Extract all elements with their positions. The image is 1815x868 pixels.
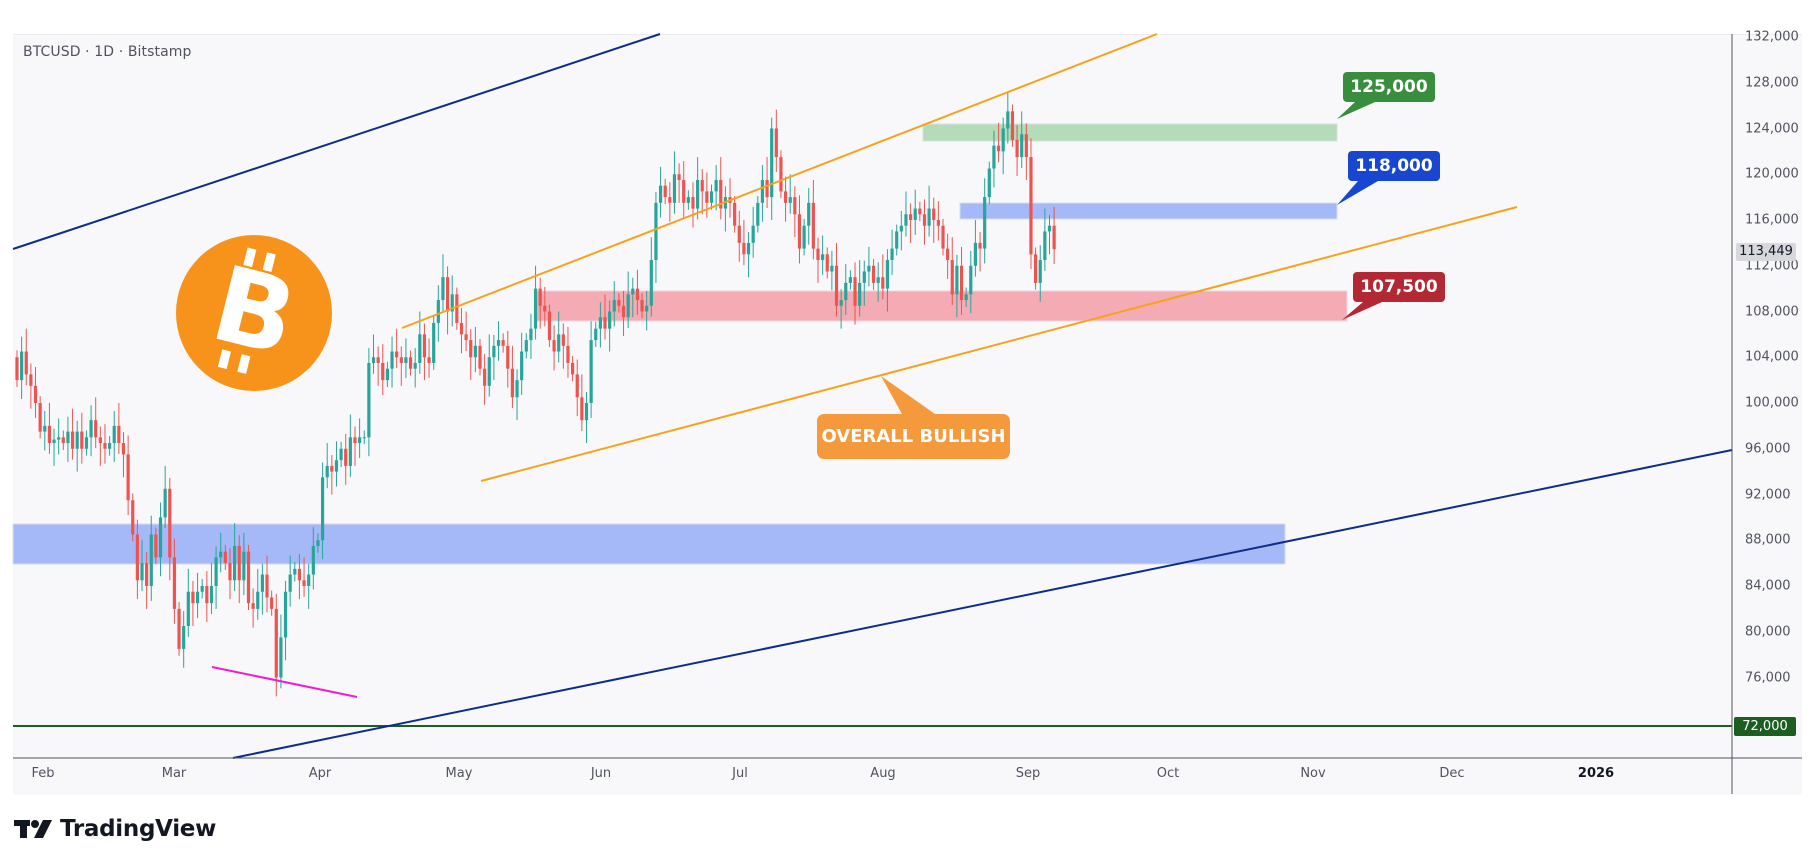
- callout-125k[interactable]: 125,000: [1343, 72, 1435, 102]
- current-price-badge: 113,449: [1736, 243, 1796, 261]
- price-tick-label: 124,000: [1745, 121, 1799, 136]
- navy-channel-lower[interactable]: [232, 449, 1733, 759]
- time-tick-label: Oct: [1156, 766, 1180, 781]
- time-tick-label: Nov: [1300, 766, 1326, 781]
- price-tick-label: 132,000: [1745, 29, 1799, 45]
- time-tick-label: Dec: [1439, 766, 1465, 781]
- price-tick-label: 120,000: [1745, 166, 1799, 182]
- callout-pointer-bullish: [881, 376, 935, 414]
- price-tick-label: 100,000: [1745, 395, 1799, 411]
- time-tick-label: 2026: [1577, 766, 1615, 781]
- resistance-zone-118k[interactable]: [959, 202, 1338, 220]
- navy-channel-upper[interactable]: [12, 33, 661, 250]
- callout-overall-bullish[interactable]: OVERALL BULLISH: [817, 414, 1010, 459]
- time-tick-label: Mar: [161, 766, 187, 781]
- price-tick-label: 96,000: [1745, 441, 1791, 457]
- callout-pointer-107k: [1342, 302, 1382, 320]
- price-tick-label: 108,000: [1745, 304, 1799, 319]
- time-tick-label: May: [445, 766, 473, 781]
- callout-pointer-118k: [1337, 181, 1378, 205]
- orange-channel-lower[interactable]: [480, 206, 1518, 482]
- price-tick-label: 92,000: [1745, 487, 1791, 502]
- callout-118k-text: 118,000: [1355, 156, 1433, 176]
- time-tick-label: Apr: [308, 766, 332, 781]
- price-tick-label: 112,000: [1745, 258, 1799, 274]
- tradingview-logo[interactable]: TradingView: [14, 816, 216, 842]
- level-72k-badge: 72,000: [1734, 717, 1796, 736]
- bullish-divergence-line[interactable]: [211, 666, 358, 698]
- callout-125k-text: 125,000: [1350, 77, 1428, 97]
- candlestick-series: [15, 92, 1056, 697]
- callout-107k-text: 107,500: [1360, 277, 1438, 297]
- support-zone-107k[interactable]: [536, 290, 1348, 322]
- price-tick-label: 104,000: [1745, 349, 1799, 365]
- bitcoin-logo-icon: B: [176, 235, 332, 391]
- price-tick-label: 76,000: [1745, 670, 1791, 685]
- time-tick-label: Jul: [732, 766, 748, 781]
- price-tick-label: 80,000: [1745, 624, 1791, 640]
- resistance-zone-125k[interactable]: [922, 123, 1338, 142]
- price-tick-label: 116,000: [1745, 212, 1799, 228]
- time-tick-label: Feb: [31, 766, 55, 781]
- time-tick-label: Aug: [870, 766, 896, 781]
- orange-channel-upper[interactable]: [401, 33, 1158, 329]
- support-zone-88k[interactable]: [12, 523, 1286, 565]
- price-tick-label: 84,000: [1745, 578, 1791, 594]
- price-tick-label: 128,000: [1745, 75, 1799, 91]
- tradingview-mark-icon: [14, 820, 52, 838]
- time-tick-label: Jun: [590, 766, 612, 781]
- callout-pointer-125k: [1337, 102, 1375, 119]
- callout-107k[interactable]: 107,500: [1353, 272, 1445, 302]
- callout-118k[interactable]: 118,000: [1348, 151, 1440, 181]
- price-tick-label: 88,000: [1745, 532, 1791, 548]
- time-tick-label: Sep: [1015, 766, 1041, 781]
- tradingview-wordmark: TradingView: [60, 816, 217, 842]
- symbol-title: BTCUSD · 1D · Bitstamp: [23, 44, 192, 60]
- callout-bullish-text: OVERALL BULLISH: [821, 426, 1006, 447]
